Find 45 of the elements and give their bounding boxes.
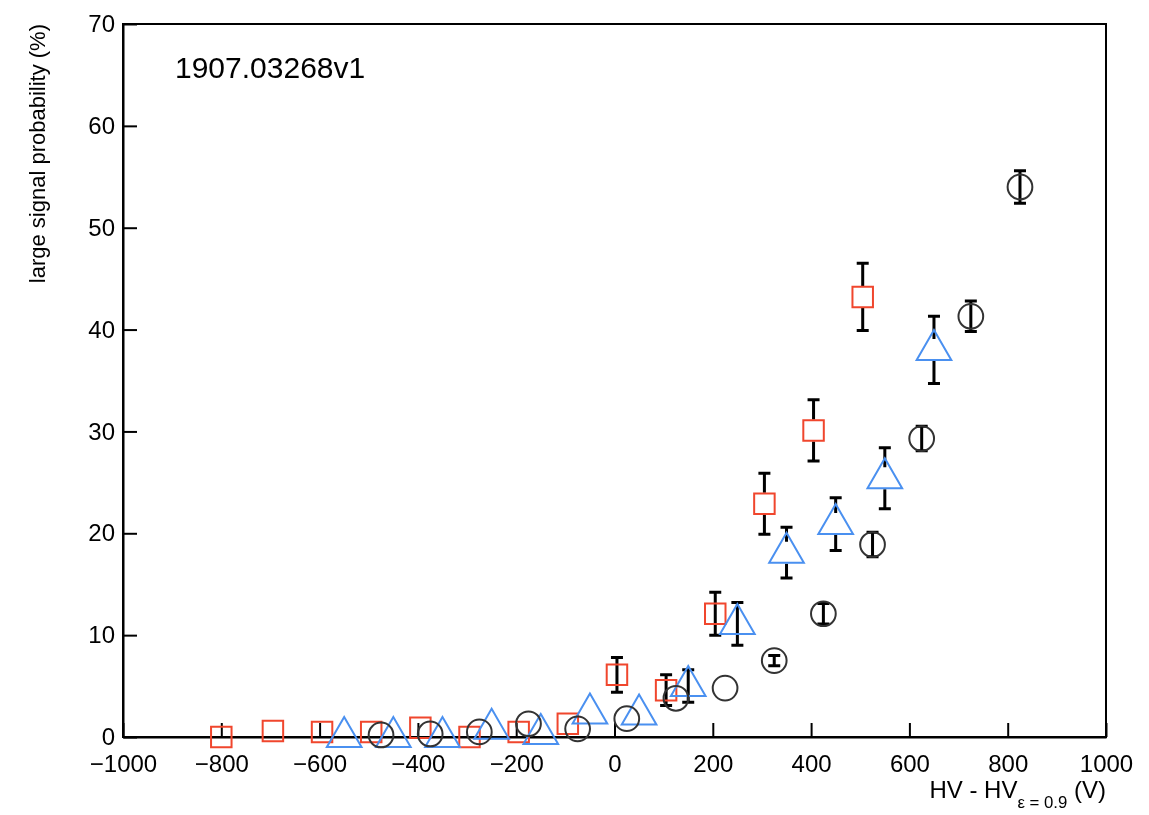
point xyxy=(760,647,788,674)
point xyxy=(1006,173,1034,201)
y-tick-label: 20 xyxy=(88,519,115,547)
x-tick-label: −600 xyxy=(293,750,348,778)
point xyxy=(957,302,985,330)
point xyxy=(802,419,825,442)
x-tick-label: 0 xyxy=(608,750,622,778)
point xyxy=(654,678,678,702)
point xyxy=(859,531,886,558)
y-tick-label: 50 xyxy=(88,213,115,241)
x-tick-label: 800 xyxy=(988,750,1029,778)
point xyxy=(851,285,874,309)
x-axis-title: HV - HV$_{ε = 0.9}$ (V) xyxy=(929,776,1106,812)
x-tick-label: 600 xyxy=(889,750,930,778)
x-tick-label: 400 xyxy=(791,750,832,778)
x-tick-label: −1000 xyxy=(89,750,158,778)
point xyxy=(359,720,383,744)
x-tick-label: −400 xyxy=(391,750,446,778)
point xyxy=(310,720,334,744)
point xyxy=(261,719,285,743)
point xyxy=(409,716,432,740)
point xyxy=(564,715,591,743)
point xyxy=(704,602,727,625)
point xyxy=(908,425,936,452)
y-tick-label: 60 xyxy=(88,112,115,140)
x-tick-label: 1000 xyxy=(1079,750,1134,778)
point xyxy=(810,600,837,628)
y-tick-label: 0 xyxy=(101,723,115,751)
y-tick-label: 40 xyxy=(88,315,115,343)
y-tick-label: 10 xyxy=(88,621,115,649)
x-tick-label: 200 xyxy=(693,750,734,778)
point xyxy=(507,720,530,744)
point xyxy=(458,725,481,749)
x-tick-label: −800 xyxy=(194,750,249,778)
point xyxy=(210,725,233,749)
point xyxy=(711,674,739,702)
point xyxy=(556,712,580,736)
y-tick-label: 70 xyxy=(88,10,115,38)
y-axis-title: large signal probability (%) xyxy=(25,24,50,284)
point xyxy=(662,684,690,712)
y-tick-label: 30 xyxy=(88,417,115,445)
point xyxy=(605,663,629,687)
annotation: 1907.03268v1 xyxy=(175,51,366,84)
x-tick-label: −200 xyxy=(489,750,544,778)
point xyxy=(753,492,776,515)
